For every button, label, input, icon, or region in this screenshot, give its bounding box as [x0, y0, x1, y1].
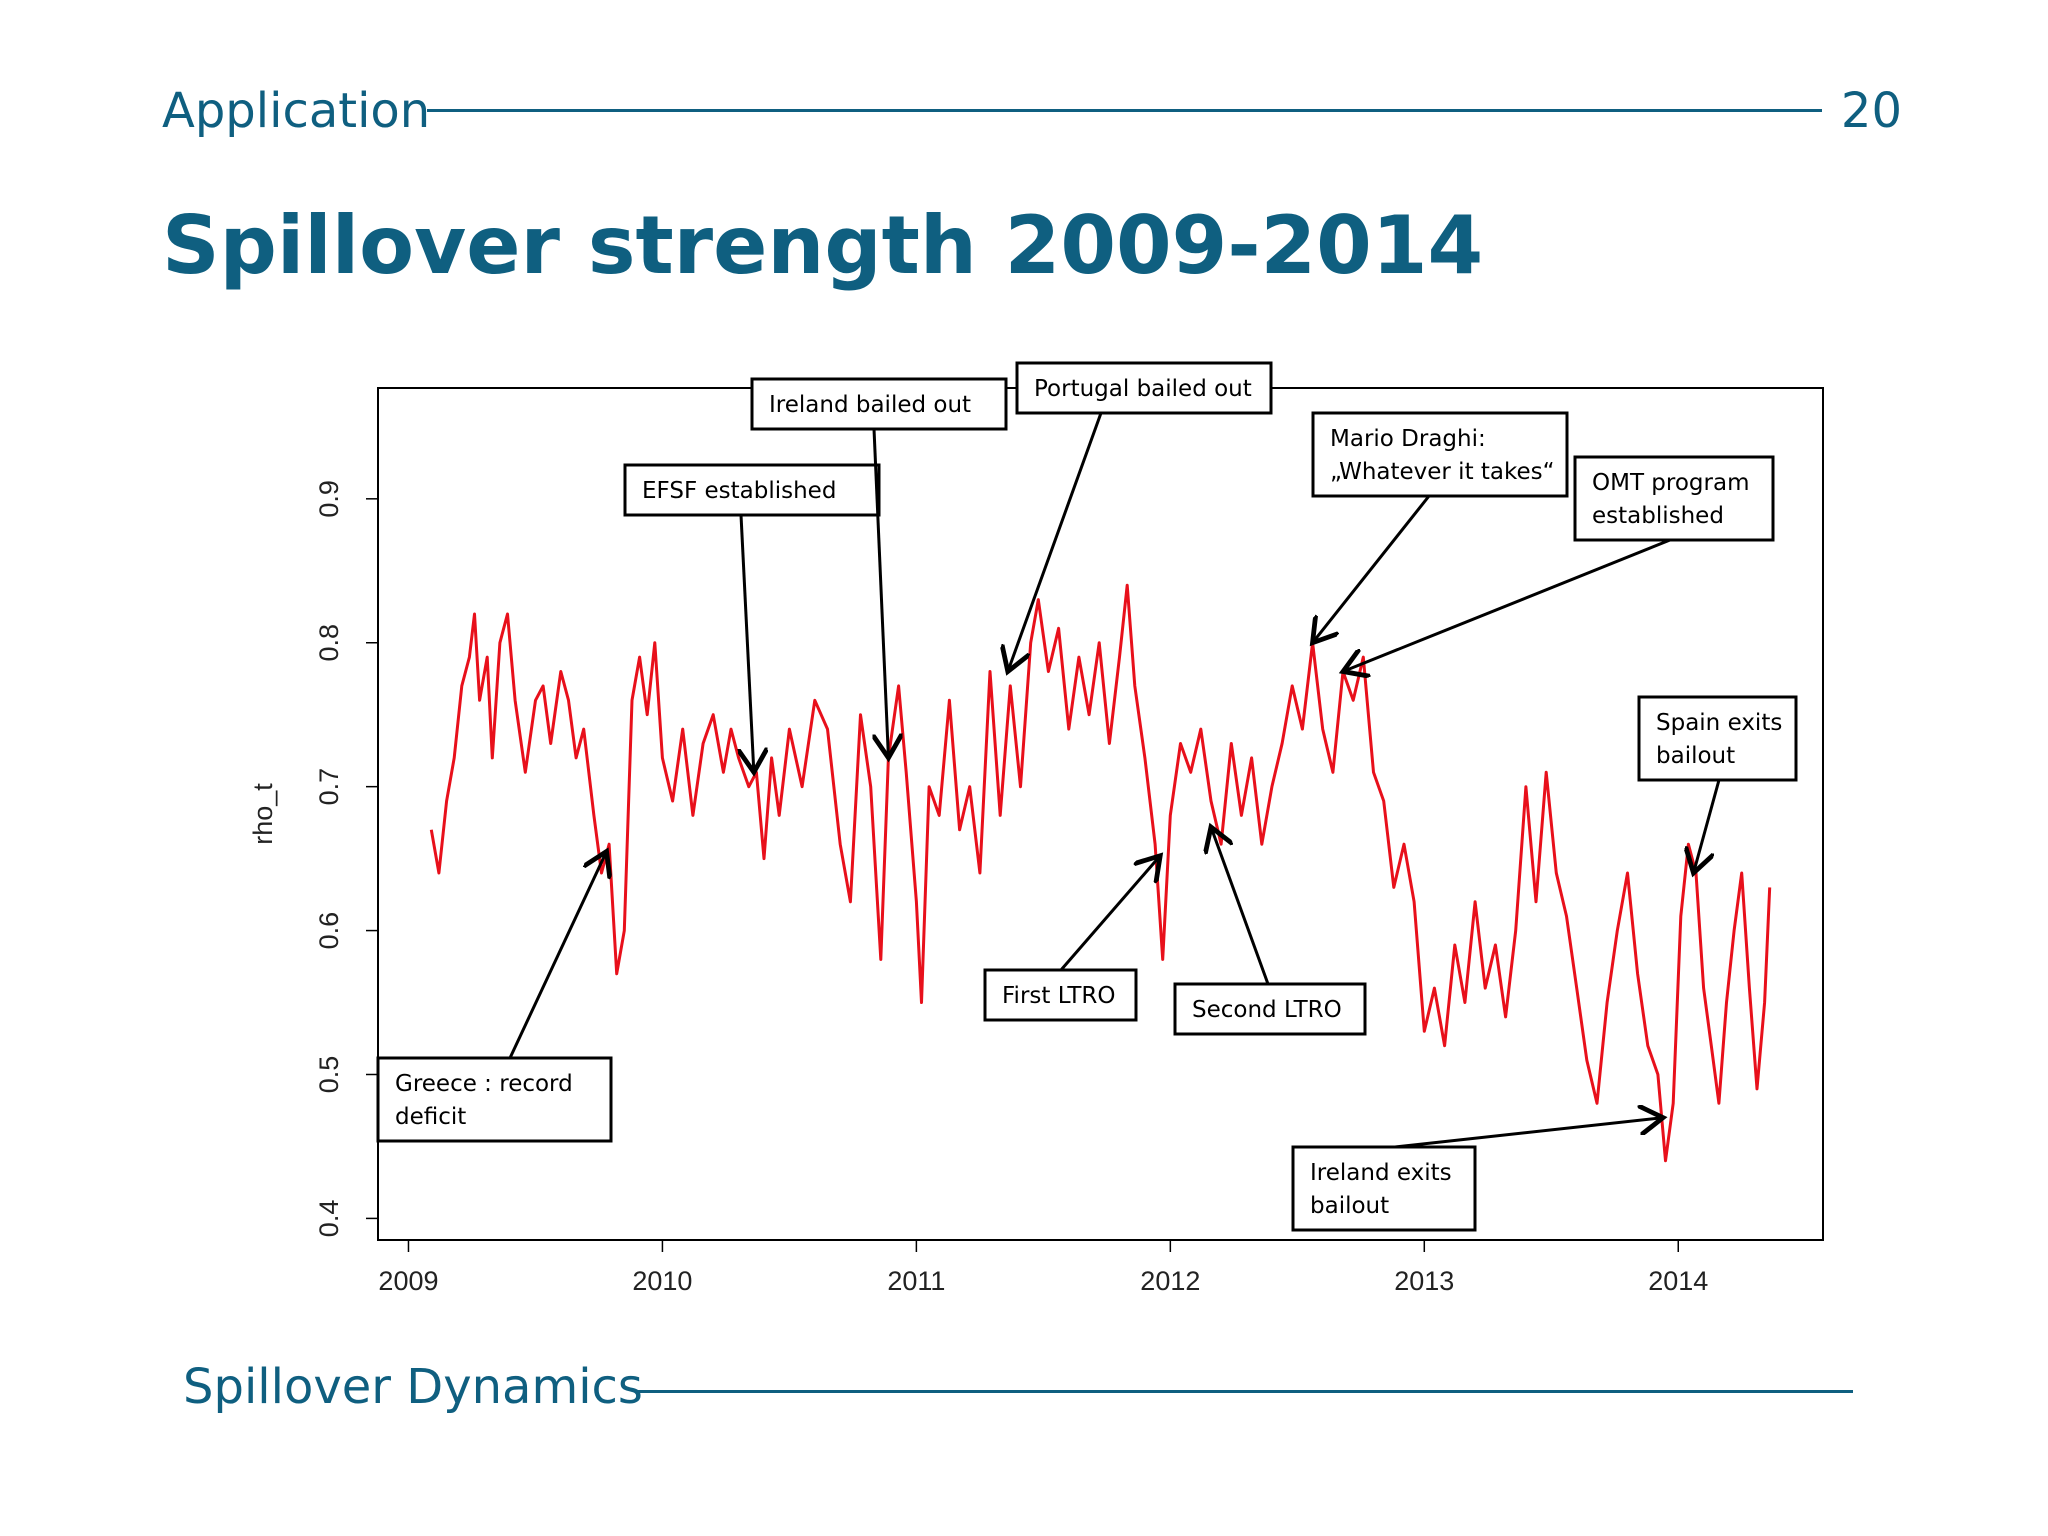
footer-rule: [635, 1390, 1853, 1393]
y-tick-label: 0.4: [314, 1200, 344, 1238]
annotation-label: Second LTRO: [1192, 997, 1342, 1023]
annotation-arrow: [874, 428, 888, 758]
annotation-label: deficit: [395, 1104, 466, 1130]
annotation-label: Ireland exits: [1310, 1160, 1452, 1186]
x-tick-label: 2009: [378, 1266, 438, 1296]
annotation-label: OMT program: [1592, 470, 1750, 496]
annotation-arrow: [1008, 412, 1103, 672]
y-tick-label: 0.6: [314, 912, 344, 950]
x-tick-label: 2011: [887, 1266, 945, 1296]
series-line: [429, 583, 1772, 1163]
y-tick-label: 0.7: [314, 768, 344, 806]
annotation-arrow: [1394, 1118, 1663, 1149]
annotation-arrow: [1693, 779, 1721, 873]
annotation-arrow: [1211, 827, 1270, 985]
annotation-box: [1573, 455, 1775, 542]
annotation-box: [1173, 982, 1367, 1036]
x-tick-label: 2012: [1140, 1266, 1200, 1296]
annotation-label: Portugal bailed out: [1034, 376, 1252, 402]
annotation-label: First LTRO: [1002, 983, 1116, 1009]
annotation-box: [750, 377, 1008, 431]
footer-title: Spillover Dynamics: [183, 1359, 643, 1415]
annotation-label: Spain exits: [1656, 710, 1782, 736]
annotation-box: [623, 463, 881, 517]
slide-footer: Spillover Dynamics: [183, 1352, 1853, 1422]
x-tick-label: 2013: [1394, 1266, 1454, 1296]
annotation-label: Ireland bailed out: [769, 392, 971, 418]
annotation-arrow: [1343, 538, 1671, 672]
annotation-arrow: [1313, 495, 1431, 643]
slide-title: Spillover strength 2009-2014: [162, 199, 1484, 292]
annotation-label: „Whatever it takes“: [1330, 459, 1555, 485]
x-tick-label: 2014: [1648, 1266, 1708, 1296]
annotation-box: [376, 1056, 613, 1143]
annotation-box: [1311, 411, 1569, 498]
annotation-label: Mario Draghi:: [1330, 426, 1486, 452]
annotation-box: [983, 968, 1138, 1022]
page-number: 20: [1840, 83, 1902, 139]
annotation-label: EFSF established: [642, 478, 836, 504]
annotation-arrow: [1059, 856, 1160, 971]
annotation-box: [1015, 361, 1273, 415]
annotation-box: [1291, 1145, 1477, 1232]
annotation-arrow: [508, 851, 607, 1059]
header-rule: [427, 109, 1822, 112]
annotation-label: established: [1592, 503, 1724, 529]
y-tick-label: 0.9: [314, 480, 344, 518]
chart: 2009 2010 2011 2012 2013 2014 0.4 0.5 0.6 0.7 0.8 0…: [210, 355, 1850, 1335]
annotation-arrow: [741, 514, 754, 772]
y-axis-title: rho_t: [248, 783, 278, 845]
annotation-box: [1637, 695, 1798, 782]
annotation-label: Greece : record: [395, 1071, 573, 1097]
section-name: Application: [162, 83, 431, 139]
y-tick-label: 0.5: [314, 1056, 344, 1094]
annotation-label: bailout: [1656, 743, 1735, 769]
chart-svg: 2009 2010 2011 2012 2013 2014 0.4 0.5 0.6 0.7 0.8 0…: [248, 361, 1824, 1296]
x-tick-label: 2010: [632, 1266, 692, 1296]
slide-header: Application 20: [162, 76, 1902, 146]
annotation-label: bailout: [1310, 1193, 1389, 1219]
y-tick-label: 0.8: [314, 624, 344, 662]
